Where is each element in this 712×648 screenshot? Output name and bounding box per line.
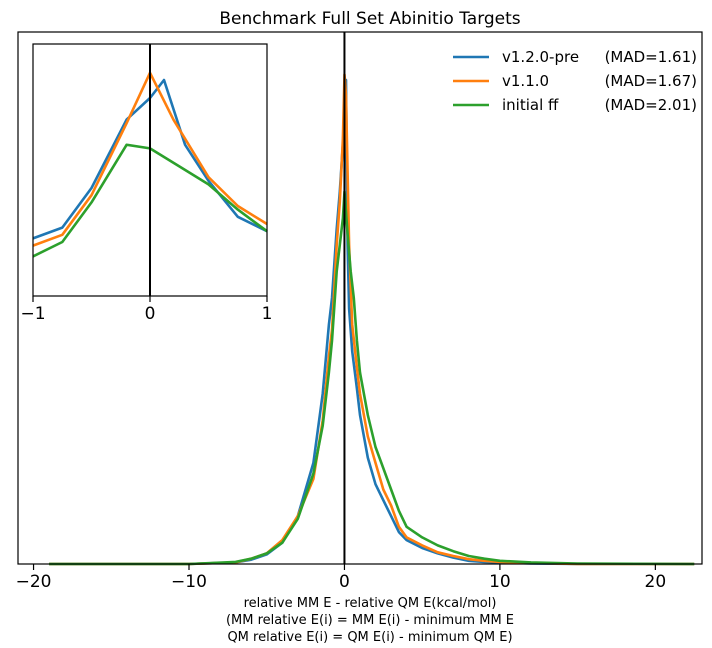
- x-axis-label-line-1: relative MM E - relative QM E(kcal/mol): [244, 596, 497, 611]
- main-plot-area: −20 −10 0 10 20: [16, 31, 703, 592]
- legend-mad-v1-1-0: (MAD=1.67): [605, 72, 697, 90]
- series-line-initial-ff: [49, 190, 695, 566]
- inset-x-ticks: −1 0 1: [20, 296, 272, 324]
- legend-label-v1-2-0-pre: v1.2.0-pre: [502, 48, 579, 66]
- x-tick-label: −20: [16, 572, 52, 592]
- legend: v1.2.0-pre (MAD=1.61) v1.1.0 (MAD=1.67) init…: [453, 48, 697, 114]
- legend-label-initial-ff: initial ff: [502, 96, 559, 114]
- inset-plot-area: −1 0 1: [20, 43, 272, 324]
- chart-title: Benchmark Full Set Abinitio Targets: [219, 9, 520, 29]
- legend-mad-initial-ff: (MAD=2.01): [605, 96, 697, 114]
- x-axis-label-line-2: (MM relative E(i) = MM E(i) - minimum MM…: [226, 613, 514, 628]
- inset-x-tick-label: 0: [145, 304, 156, 324]
- x-tick-label: 0: [339, 572, 350, 592]
- x-tick-label: 10: [489, 572, 511, 592]
- inset-x-tick-label: −1: [20, 304, 45, 324]
- inset-x-tick-label: 1: [262, 304, 273, 324]
- x-axis-label-line-3: QM relative E(i) = QM E(i) - minimum QM …: [227, 630, 512, 645]
- main-axes-frame: [17, 31, 703, 565]
- series-line-v1-1-0: [49, 73, 695, 566]
- x-tick-label: −10: [171, 572, 207, 592]
- legend-label-v1-1-0: v1.1.0: [502, 72, 549, 90]
- main-x-ticks: −20 −10 0 10 20: [16, 564, 667, 592]
- x-tick-label: 20: [645, 572, 667, 592]
- legend-mad-v1-2-0-pre: (MAD=1.61): [605, 48, 697, 66]
- main-series-lines: [49, 73, 695, 566]
- x-axis-label: relative MM E - relative QM E(kcal/mol) …: [226, 596, 514, 645]
